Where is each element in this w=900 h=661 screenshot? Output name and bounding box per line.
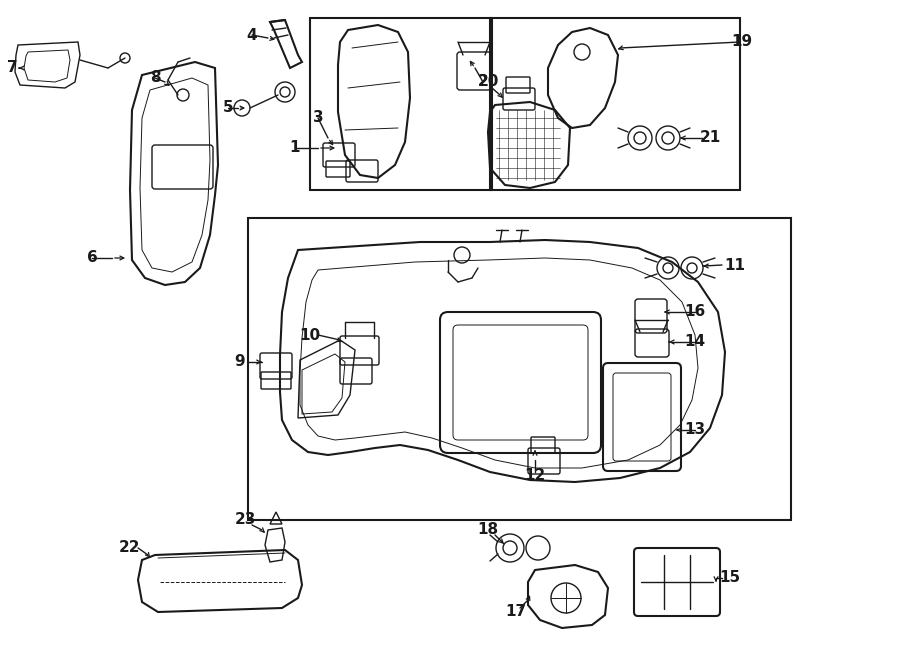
Text: 21: 21 (699, 130, 721, 145)
Text: 2: 2 (478, 75, 489, 89)
Text: 9: 9 (235, 354, 246, 369)
Text: 20: 20 (477, 75, 499, 89)
Text: 18: 18 (477, 522, 499, 537)
Text: 15: 15 (719, 570, 741, 586)
Text: 23: 23 (234, 512, 256, 527)
Circle shape (177, 89, 189, 101)
Text: 12: 12 (525, 467, 545, 483)
Text: 7: 7 (6, 61, 17, 75)
Bar (248, 218, 791, 520)
Text: 16: 16 (684, 305, 706, 319)
Text: 11: 11 (724, 258, 745, 272)
Text: 13: 13 (684, 422, 706, 438)
Text: 8: 8 (149, 71, 160, 85)
Text: 6: 6 (86, 251, 97, 266)
Bar (490, 18, 740, 190)
Bar (310, 18, 492, 190)
Text: 5: 5 (222, 100, 233, 116)
Text: 17: 17 (506, 605, 526, 619)
Text: 4: 4 (247, 28, 257, 42)
Text: 14: 14 (684, 334, 706, 350)
Text: 1: 1 (290, 141, 301, 155)
Text: 22: 22 (119, 541, 140, 555)
Text: 19: 19 (732, 34, 752, 50)
Text: 3: 3 (312, 110, 323, 126)
Text: 10: 10 (300, 327, 320, 342)
